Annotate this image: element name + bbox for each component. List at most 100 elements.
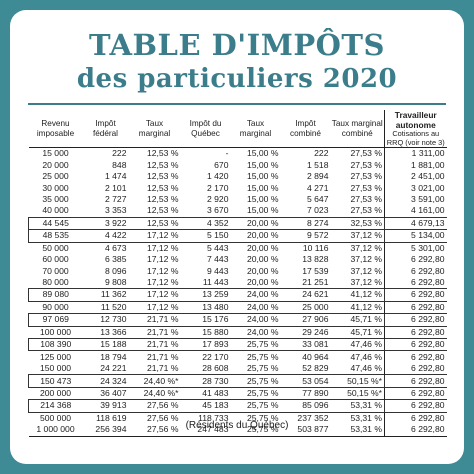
taux-marginal-quebec-cell: 15,00 % [246, 193, 279, 204]
cotisation-rrq-cell: 6 292,80 [384, 399, 447, 413]
impot-quebec-cell: 5 150 [180, 229, 231, 243]
taux-marginal-cell: 12,53 % [146, 148, 179, 159]
revenu-cell: 40 000 [42, 205, 69, 216]
taux-marginal-combine-cell: 27,53 % [350, 205, 382, 216]
taux-marginal-cell: 17,12 % [146, 301, 179, 312]
tax-table-body: 15 000 222 12,53 % -15,00 % 222 27,53 % 1 311,… [28, 147, 447, 437]
table-row: 97 069 12 730 21,71 % 15 176 24,00 % 27 906 45… [28, 313, 447, 327]
taux-marginal-combine-cell: 50,15 %* [330, 374, 385, 388]
taux-marginal-quebec-cell: 15,00 % [246, 171, 279, 182]
taux-marginal-combine-cell: 37,12 % [350, 242, 382, 253]
impot-combine-cell: 237 352 [297, 412, 329, 423]
taux-marginal-combine-cell: 27,53 % [350, 182, 382, 193]
cotisation-rrq-cell: 5 134,00 [384, 229, 447, 243]
impot-combine-cell: 1 518 [306, 159, 329, 170]
taux-marginal-combine-cell: 37,12 % [350, 277, 382, 288]
taux-marginal-combine-cell: 27,53 % [350, 159, 382, 170]
table-row: 44 545 3 922 12,53 % 4 352 20,00 % 8 274 32,53… [28, 216, 447, 231]
taux-marginal-quebec-cell: 25,75 % [230, 337, 281, 352]
header-taux-marginal-quebec: Taux marginal [230, 110, 281, 148]
impot-quebec-cell: 45 183 [180, 399, 231, 413]
taux-marginal-combine-cell: 27,53 % [350, 193, 382, 204]
taux-marginal-cell: 12,53 % [128, 216, 181, 231]
taux-marginal-quebec-cell: 24,00 % [246, 326, 279, 337]
impot-federal-cell: 36 407 [100, 387, 127, 398]
impot-combine-cell: 27 906 [280, 313, 331, 327]
cotisation-rrq-cell: 1 881,00 [384, 159, 447, 171]
taux-marginal-quebec-cell: 20,00 % [246, 254, 279, 265]
table-row: 150 473 24 324 24,40 %* 28 730 25,75 % 53 054… [28, 374, 447, 388]
cotisation-rrq-cell: 4 161,00 [384, 205, 447, 218]
cotisation-rrq-cell: 5 301,00 [384, 242, 447, 254]
impot-quebec-cell: 28 608 [202, 363, 229, 374]
impot-combine-cell: 4 271 [306, 182, 329, 193]
header-impot-quebec: Impôt du Québec [180, 110, 231, 148]
taux-marginal-quebec-cell: 15,00 % [246, 148, 279, 159]
taux-marginal-combine-cell: 27,53 % [350, 148, 382, 159]
title-divider [28, 103, 446, 105]
taux-marginal-quebec-cell: 25,75 % [230, 399, 281, 413]
impot-combine-cell: 503 877 [280, 424, 331, 437]
impot-combine-cell: 13 828 [302, 254, 329, 265]
revenu-cell: 200 000 [39, 387, 72, 398]
title-line-1: TABLE D'IMPÔTS [89, 28, 385, 62]
revenu-cell: 44 545 [28, 216, 83, 231]
table-row: 70 000 8 096 17,12 % 9 443 20,00 % 17 539 37,1… [29, 265, 447, 277]
impot-combine-cell: 21 251 [302, 277, 329, 288]
cotisation-rrq-cell: 6 292,80 [384, 276, 447, 289]
impot-quebec-cell: 670 [214, 159, 229, 170]
taux-marginal-combine-cell: 37,12 % [330, 229, 385, 243]
table-row: 200 000 36 407 24,40 %* 41 483 25,75 % 77 890… [29, 387, 447, 400]
cotisation-rrq-cell: 6 292,80 [384, 253, 447, 266]
impot-federal-cell: 118 619 [96, 412, 127, 423]
taux-marginal-quebec-cell: 20,00 % [246, 277, 279, 288]
revenu-cell: 500 000 [39, 412, 72, 423]
cotisation-rrq-cell: 6 292,80 [384, 350, 447, 363]
impot-quebec-cell: 17 893 [180, 337, 231, 352]
table-row: 80 000 9 808 17,12 % 11 443 20,00 % 21 251 37,… [29, 276, 447, 289]
cotisation-rrq-cell: 6 292,80 [384, 412, 447, 425]
taux-marginal-quebec-cell: 20,00 % [246, 265, 279, 276]
impot-combine-cell: 77 890 [302, 387, 329, 398]
taux-marginal-cell: 12,53 % [146, 205, 179, 216]
impot-federal-cell: 11 362 [82, 288, 129, 302]
header-taux-marginal-combine: Taux marginal combiné [330, 110, 385, 148]
taux-marginal-combine-cell: 47,46 % [330, 337, 385, 352]
impot-quebec-cell: 1 420 [206, 171, 229, 182]
impot-federal-cell: 8 096 [104, 265, 127, 276]
taux-marginal-cell: 12,53 % [146, 193, 179, 204]
taux-marginal-cell: 27,56 % [128, 399, 181, 413]
impot-combine-cell: 7 023 [306, 205, 329, 216]
taux-marginal-quebec-cell: 15,00 % [246, 159, 279, 170]
taux-marginal-quebec-cell: 25,75 % [230, 424, 281, 437]
taux-marginal-combine-cell: 45,71 % [330, 313, 385, 327]
impot-quebec-cell: 11 443 [202, 277, 229, 288]
taux-marginal-quebec-cell: 25,75 % [246, 387, 279, 398]
revenu-cell: 80 000 [42, 277, 69, 288]
cotisation-rrq-cell: 6 292,80 [384, 362, 447, 375]
header-cotisations-label: Cotisations au RRQ (voir note 3) [386, 129, 445, 147]
revenu-cell: 150 000 [39, 363, 72, 374]
revenu-cell: 97 069 [28, 313, 83, 327]
cotisation-rrq-cell: 6 292,80 [384, 424, 447, 437]
taux-marginal-cell: 17,12 % [146, 254, 179, 265]
revenu-cell: 89 080 [28, 288, 83, 302]
title-line-2: des particuliers 2020 [76, 64, 398, 94]
table-row: 108 390 15 188 21,71 % 17 893 25,75 % 33 081 4… [28, 337, 447, 352]
taux-marginal-combine-cell: 47,46 % [350, 351, 382, 362]
table-row: 60 000 6 385 17,12 % 7 443 20,00 % 13 828 37,1… [29, 253, 447, 266]
impot-federal-cell: 9 808 [104, 277, 127, 288]
cotisation-rrq-cell: 6 292,80 [384, 337, 447, 352]
header-revenu: Revenu imposable [28, 110, 83, 148]
header-impot-combine: Impôt combiné [280, 110, 331, 148]
impot-quebec-cell: 118 733 [198, 412, 229, 423]
impot-combine-cell: 17 539 [302, 265, 329, 276]
taux-marginal-cell: 27,56 % [146, 412, 179, 423]
taux-marginal-quebec-cell: 20,00 % [230, 216, 281, 231]
cotisation-rrq-cell: 6 292,80 [384, 387, 447, 400]
impot-quebec-cell: 3 670 [206, 205, 229, 216]
taux-marginal-combine-cell: 47,46 % [350, 363, 382, 374]
table-row: 500 000 118 619 27,56 % 118 733 25,75 % 237 3… [29, 412, 447, 425]
table-row: 20 000 848 12,53 % 670 15,00 % 1 518 27,53 % 1 … [29, 159, 447, 171]
table-row: 30 000 2 101 12,53 % 2 170 15,00 % 4 271 27,53… [29, 182, 447, 194]
